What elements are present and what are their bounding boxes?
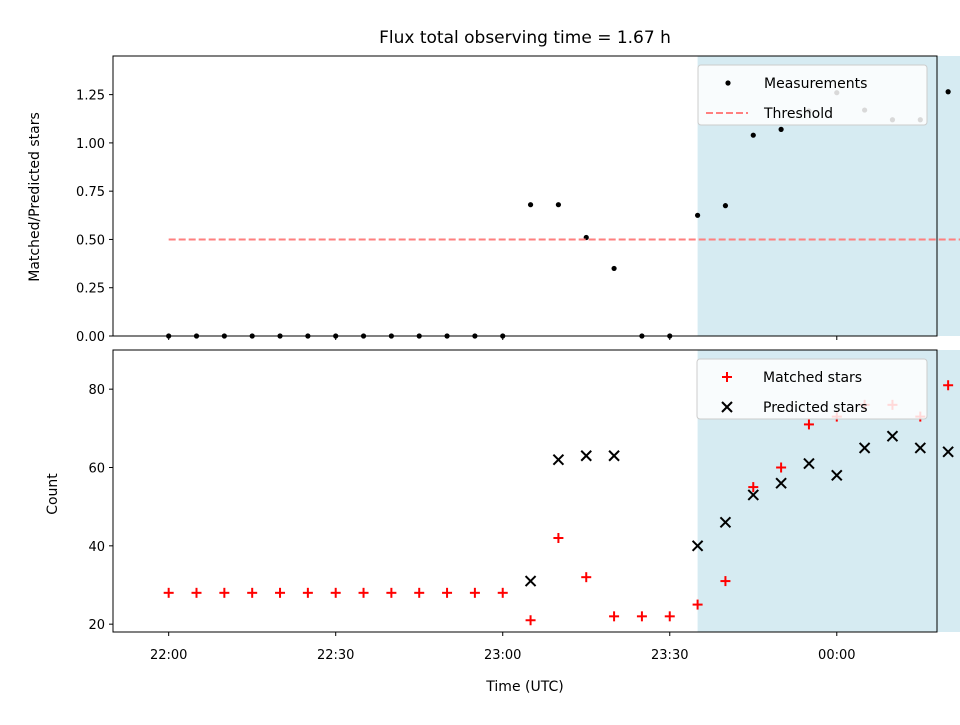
top-measurement-point	[750, 132, 756, 138]
top-plot-layer: 0.00 0.25 0.50 0.75 1.00 1.25 Measurements Thre…	[76, 55, 960, 345]
top-panel: Flux total observing time = 1.67 h Match…	[27, 28, 671, 282]
matched-star-point	[943, 380, 954, 391]
top-measurement-point	[945, 89, 951, 95]
bottom-y-tick-label: 80	[88, 383, 105, 398]
matched-star-point	[692, 599, 703, 610]
matched-star-point	[386, 587, 397, 598]
predicted-star-d2	[831, 469, 843, 482]
predicted-star-d2	[552, 453, 565, 466]
predicted-star-d2	[886, 430, 899, 442]
matched-star-point	[776, 462, 787, 473]
x-tick-label: 22:30	[317, 648, 354, 663]
matched-star-point	[275, 587, 286, 598]
predicted-star-d2	[691, 540, 704, 552]
predicted-star-d2	[775, 477, 787, 489]
top-measurement-point	[778, 126, 784, 132]
matched-star-point	[414, 587, 425, 598]
matched-star-point	[358, 587, 369, 598]
matched-star-point	[330, 587, 341, 598]
x-tick-label: 23:00	[484, 648, 521, 663]
bottom-legend-label: Matched stars	[763, 370, 862, 386]
top-measurement-point	[527, 202, 534, 208]
matched-star-point	[636, 611, 647, 622]
matched-star-point	[219, 587, 230, 598]
matched-star-point	[525, 615, 536, 626]
x-tick-label: 22:00	[150, 648, 187, 663]
matched-star-point	[748, 482, 759, 493]
predicted-star-point	[719, 516, 732, 529]
predicted-star-d2	[914, 442, 927, 454]
top-y-tick-label: 1.00	[76, 137, 105, 152]
x-axis-label: Time (UTC)	[485, 679, 563, 695]
bottom-y-tick-label: 20	[88, 618, 105, 633]
top-legend: Measurements Threshold	[697, 64, 928, 126]
predicted-star-point	[552, 453, 565, 466]
top-y-axis-label: Matched/Predicted stars	[27, 112, 43, 282]
top-y-tick-label: 0.50	[76, 233, 105, 248]
predicted-star-d2	[942, 446, 954, 458]
bottom-legend-label: Predicted stars	[763, 400, 868, 416]
predicted-star-point	[524, 575, 537, 587]
bottom-plot-layer: 2040608022:0022:3023:0023:3000:0000:3001…	[88, 349, 960, 663]
predicted-star-point	[580, 450, 592, 462]
predicted-star-point	[886, 430, 899, 442]
matched-star-point	[581, 572, 592, 583]
top-measurement-point	[611, 265, 617, 272]
matched-star-point	[803, 419, 814, 430]
matched-star-point	[163, 587, 174, 598]
predicted-star-d2	[747, 489, 759, 501]
predicted-star-point	[608, 450, 620, 462]
matched-star-point	[553, 533, 564, 543]
matched-star-point	[442, 587, 453, 598]
matched-star-point	[497, 587, 508, 598]
matched-star-point	[469, 587, 480, 598]
top-axes-frame	[112, 55, 938, 337]
bottom-axes-frame	[112, 349, 938, 633]
top-legend-label: Threshold	[763, 106, 833, 122]
predicted-star-point	[858, 442, 871, 454]
top-y-tick-label: 0.75	[76, 185, 105, 200]
top-legend-label: Measurements	[764, 76, 867, 92]
top-measurement-point	[555, 202, 562, 208]
predicted-star-point	[691, 540, 704, 552]
top-y-tick-label: 0.25	[76, 282, 105, 297]
predicted-star-d2	[803, 457, 815, 470]
matched-star-point	[609, 611, 620, 622]
top-measurement-point	[694, 212, 701, 218]
predicted-star-d2	[719, 516, 732, 529]
predicted-star-d2	[858, 442, 871, 454]
x-tick-label: 23:30	[651, 648, 688, 663]
legend-matched-marker	[722, 372, 732, 382]
x-tick-label: 00:00	[818, 648, 855, 663]
predicted-star-point	[803, 457, 815, 470]
predicted-star-d2	[608, 450, 620, 462]
top-y-tick-label: 1.25	[76, 89, 105, 104]
bottom-y-tick-label: 40	[88, 540, 105, 555]
matched-star-point	[247, 587, 258, 598]
bottom-legend-box	[696, 358, 928, 420]
matched-star-point	[302, 587, 313, 598]
predicted-star-point	[747, 489, 759, 501]
matched-star-point	[664, 611, 675, 622]
bottom-legend: Matched stars Predicted stars	[696, 358, 928, 420]
predicted-star-point	[914, 442, 927, 454]
legend-predicted-d2	[721, 401, 733, 413]
bottom-y-axis-label: Count	[45, 473, 61, 515]
bottom-y-tick-label: 60	[88, 462, 105, 477]
legend-measurement-marker	[725, 80, 731, 86]
predicted-star-d2	[524, 575, 537, 587]
matched-star-point	[191, 587, 202, 598]
predicted-star-d2	[580, 450, 592, 462]
matched-star-point	[720, 576, 731, 587]
top-y-tick-label: 0.00	[76, 330, 105, 345]
top-measurement-point	[722, 203, 729, 209]
predicted-star-point	[775, 477, 787, 489]
predicted-star-point	[831, 469, 843, 482]
predicted-star-point	[942, 446, 954, 458]
bottom-panel: Count Time (UTC)	[45, 473, 564, 695]
chart-title: Flux total observing time = 1.67 h	[379, 28, 671, 48]
top-legend-box	[697, 64, 928, 126]
legend-predicted-marker	[721, 401, 733, 413]
